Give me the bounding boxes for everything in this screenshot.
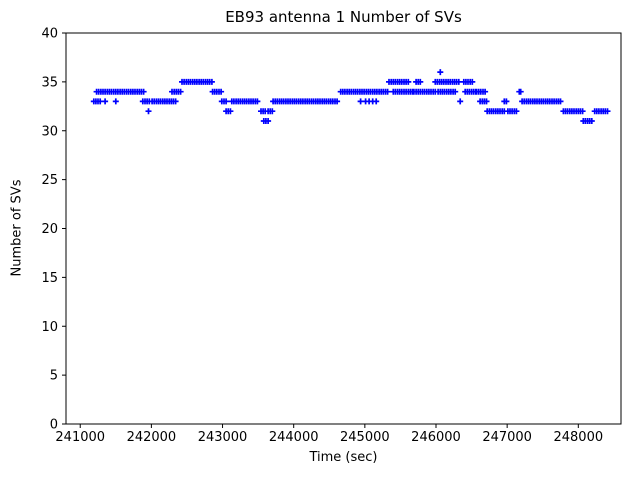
svg-text:242000: 242000 bbox=[127, 430, 177, 445]
svg-text:15: 15 bbox=[41, 271, 58, 286]
svg-text:10: 10 bbox=[41, 320, 58, 335]
x-axis-label: Time (sec) bbox=[309, 450, 378, 465]
svg-text:246000: 246000 bbox=[411, 430, 461, 445]
svg-text:244000: 244000 bbox=[269, 430, 319, 445]
svg-text:247000: 247000 bbox=[482, 430, 532, 445]
chart-title: EB93 antenna 1 Number of SVs bbox=[225, 8, 462, 26]
svg-text:20: 20 bbox=[41, 222, 58, 237]
svg-text:248000: 248000 bbox=[553, 430, 603, 445]
svg-text:0: 0 bbox=[50, 418, 58, 433]
svg-text:241000: 241000 bbox=[55, 430, 105, 445]
svg-text:243000: 243000 bbox=[198, 430, 248, 445]
svg-text:35: 35 bbox=[41, 75, 58, 90]
svg-text:30: 30 bbox=[41, 124, 58, 139]
svg-text:5: 5 bbox=[50, 369, 58, 384]
svg-text:40: 40 bbox=[41, 27, 58, 42]
svg-text:245000: 245000 bbox=[340, 430, 390, 445]
svg-text:25: 25 bbox=[41, 173, 58, 188]
